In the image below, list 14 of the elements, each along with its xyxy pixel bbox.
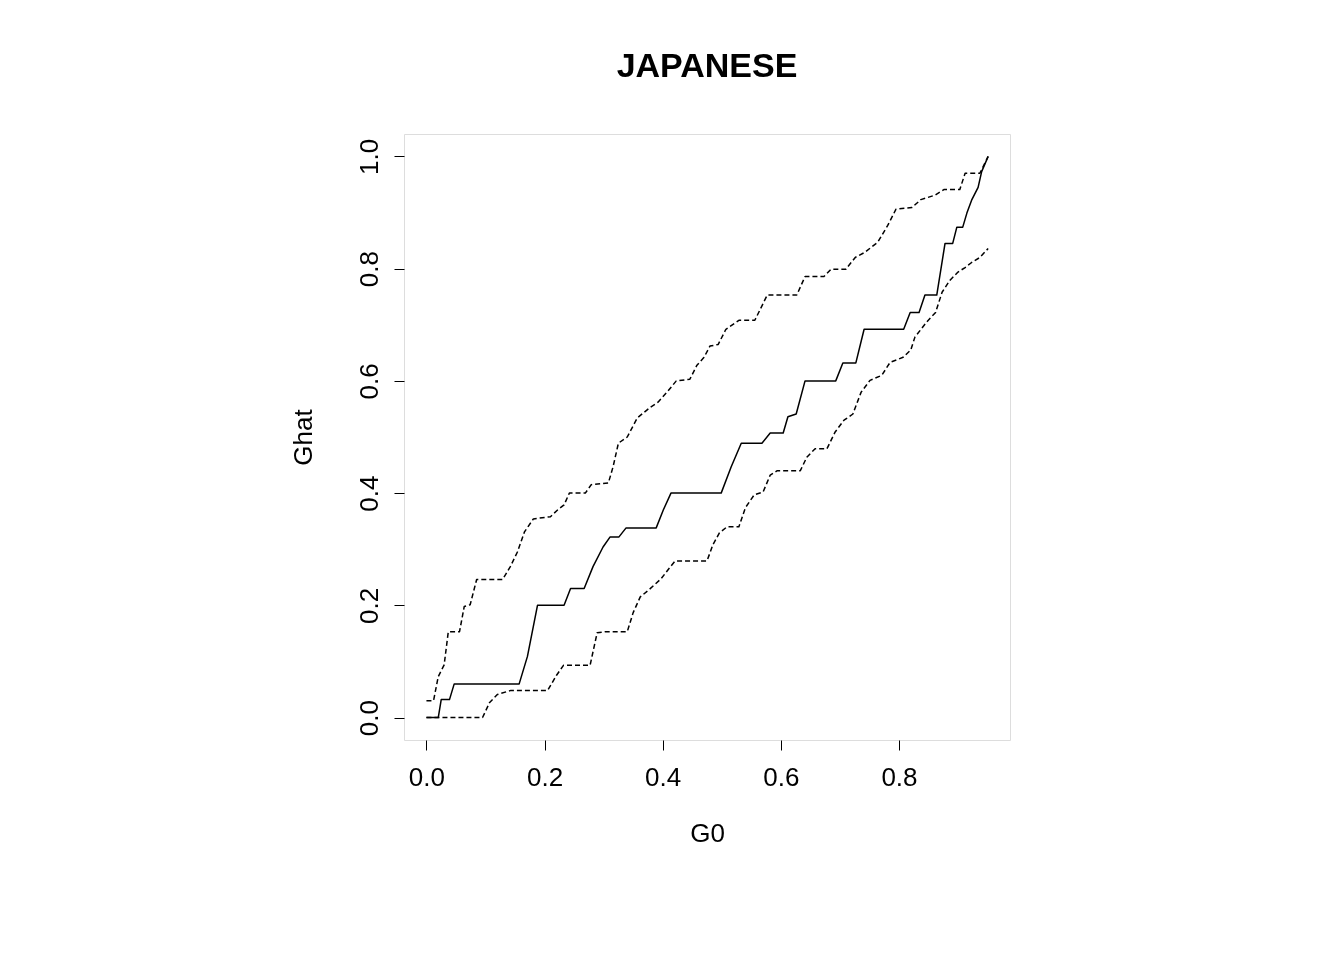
x-tick-label: 0.4 <box>645 761 682 792</box>
y-tick-label: 0.0 <box>353 699 384 737</box>
x-tick-label: 0.6 <box>763 761 800 792</box>
y-tick-label: 0.2 <box>353 587 384 624</box>
y-tick-label: 0.6 <box>353 363 384 400</box>
y-tick-label: 0.4 <box>353 475 384 512</box>
chart-title: JAPANESE <box>616 46 798 84</box>
x-tick-label: 0.8 <box>881 761 918 792</box>
x-tick-label: 0.0 <box>408 761 446 792</box>
y-tick-label: 1.0 <box>353 138 384 176</box>
x-tick-label: 0.2 <box>526 761 564 792</box>
y-tick-label: 0.8 <box>353 251 384 288</box>
x-axis-title: G0 <box>690 817 725 848</box>
y-axis-title: Ghat <box>287 408 318 466</box>
